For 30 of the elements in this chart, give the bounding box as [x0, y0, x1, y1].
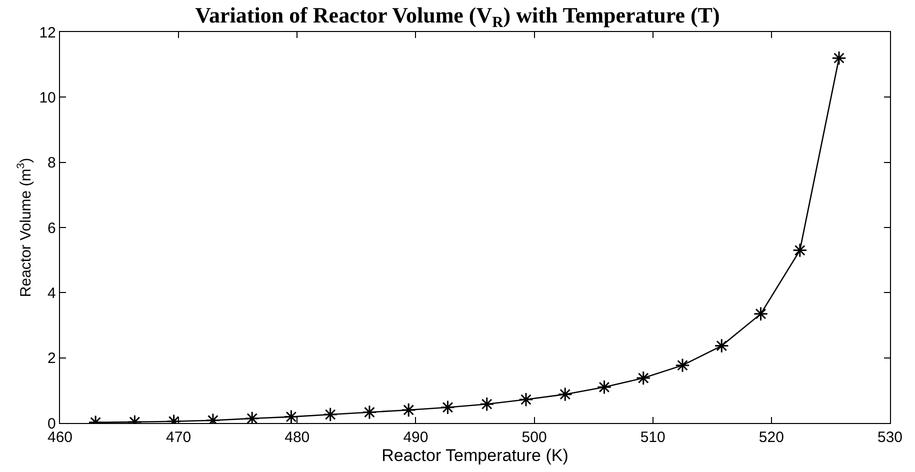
x-axis-title: Reactor Temperature (K) — [382, 446, 568, 466]
point — [675, 358, 690, 373]
x-tick-label: 520 — [758, 429, 784, 446]
y-tick-label: 2 — [48, 350, 56, 368]
y-tick-label: 12 — [39, 24, 56, 42]
x-tick-label: 480 — [284, 429, 310, 446]
y-tick-label: 6 — [48, 220, 56, 237]
x-tick-label: 510 — [640, 429, 666, 446]
point — [480, 396, 494, 412]
x-tick-label: 490 — [403, 429, 428, 446]
point — [753, 306, 768, 322]
point — [322, 407, 338, 422]
point — [284, 409, 299, 423]
point — [714, 338, 729, 354]
x-tick-label: 530 — [877, 429, 903, 446]
point — [362, 404, 377, 420]
point — [636, 370, 651, 386]
y-tick-label: 10 — [39, 89, 56, 106]
x-tick-label: 500 — [522, 429, 547, 446]
point — [596, 380, 612, 395]
point — [832, 50, 846, 66]
point — [518, 392, 534, 407]
point — [558, 386, 572, 402]
chart-title: Variation of Reactor Volume (V$_{R}$) with Temperature (T) — [195, 2, 720, 32]
y-tick-label: 8 — [48, 154, 56, 172]
x-tick-label: 470 — [166, 429, 192, 446]
point — [792, 242, 808, 258]
point — [440, 400, 456, 415]
y-tick-label: 4 — [48, 284, 56, 302]
point — [401, 402, 416, 418]
